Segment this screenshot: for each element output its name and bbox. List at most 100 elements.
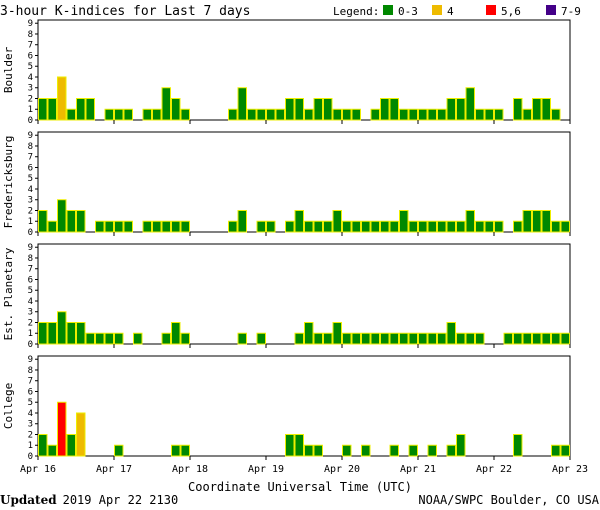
k-index-bar xyxy=(551,444,561,457)
k-index-bar xyxy=(95,220,105,233)
k-index-bar xyxy=(551,108,561,121)
legend-swatch-3 xyxy=(546,5,556,15)
k-index-bar xyxy=(285,97,295,121)
y-tick-label: 2 xyxy=(28,430,33,440)
k-index-bar xyxy=(47,321,57,345)
k-index-bar xyxy=(313,332,323,345)
k-index-bar xyxy=(85,332,95,345)
y-tick-label: 6 xyxy=(28,387,33,397)
station-name: Fredericksburg xyxy=(2,136,15,229)
k-index-bar xyxy=(560,444,570,457)
chart-title: 3-hour K-indices for Last 7 days xyxy=(0,4,250,19)
y-tick-label: 5 xyxy=(28,398,33,408)
k-index-bar xyxy=(256,108,266,121)
k-index-bar xyxy=(152,108,162,121)
k-index-bar xyxy=(380,332,390,345)
y-tick-label: 7 xyxy=(28,41,33,51)
footer-updated: Updated 2019 Apr 22 2130 xyxy=(0,493,178,507)
k-index-bar xyxy=(142,108,152,121)
k-index-bar xyxy=(57,76,67,121)
k-index-bar xyxy=(513,97,523,121)
k-index-bar xyxy=(513,332,523,345)
k-index-bar xyxy=(114,220,124,233)
k-index-bar xyxy=(38,321,48,345)
k-index-bar xyxy=(551,220,561,233)
k-index-bar xyxy=(408,332,418,345)
station-name: Boulder xyxy=(2,46,15,93)
k-index-bar xyxy=(114,108,124,121)
k-index-bar xyxy=(332,108,342,121)
y-tick-label: 4 xyxy=(28,73,33,83)
k-index-bar xyxy=(104,332,114,345)
legend-swatch-2 xyxy=(486,5,496,15)
k-index-bar xyxy=(76,97,86,121)
x-axis-label: Coordinate Universal Time (UTC) xyxy=(188,480,412,494)
k-index-bar xyxy=(456,220,466,233)
k-index-bar xyxy=(228,220,238,233)
k-index-bar xyxy=(522,108,532,121)
k-index-bar xyxy=(342,332,352,345)
y-tick-label: 3 xyxy=(28,420,33,430)
k-index-bar xyxy=(560,332,570,345)
k-index-bar xyxy=(427,444,437,457)
k-index-bar xyxy=(180,220,190,233)
k-index-bar xyxy=(228,108,238,121)
y-tick-label: 9 xyxy=(28,19,33,29)
k-index-bar xyxy=(513,220,523,233)
k-index-bar xyxy=(446,97,456,121)
k-index-bar xyxy=(380,97,390,121)
legend-swatch-1 xyxy=(432,5,442,15)
k-index-bar xyxy=(522,209,532,233)
k-index-bar xyxy=(304,220,314,233)
k-index-bar xyxy=(446,220,456,233)
footer-source: NOAA/SWPC Boulder, CO USA xyxy=(418,493,599,507)
k-index-bar xyxy=(361,220,371,233)
footer-updated-value: 2019 Apr 22 2130 xyxy=(63,493,179,507)
k-index-bar xyxy=(370,332,380,345)
k-index-bar xyxy=(114,332,124,345)
k-index-bar xyxy=(304,321,314,345)
k-index-bar xyxy=(142,220,152,233)
k-index-bar xyxy=(57,199,67,233)
x-tick-label: Apr 17 xyxy=(96,464,132,475)
k-index-bar xyxy=(171,444,181,457)
k-index-bar xyxy=(47,97,57,121)
y-tick-label: 3 xyxy=(28,84,33,94)
k-index-bar xyxy=(465,87,475,121)
k-index-bar xyxy=(541,332,551,345)
k-index-bar xyxy=(266,220,276,233)
legend-label-1: 4 xyxy=(447,5,454,18)
k-index-bar xyxy=(323,332,333,345)
k-index-bar xyxy=(522,332,532,345)
k-index-bar xyxy=(418,220,428,233)
legend: 0-3 4 5,6 7-9 xyxy=(383,5,581,18)
legend-title: Legend: xyxy=(333,5,379,18)
k-index-bar xyxy=(456,433,466,457)
k-index-bar xyxy=(427,220,437,233)
x-axis-ticks: Apr 16 Apr 17 Apr 18 Apr 19 Apr 20 Apr 21 Apr … xyxy=(20,464,588,475)
k-index-bar xyxy=(304,444,314,457)
k-index-bar xyxy=(266,108,276,121)
k-index-bar xyxy=(104,108,114,121)
x-tick-label: Apr 23 xyxy=(552,464,588,475)
k-index-bar xyxy=(351,332,361,345)
k-index-bar xyxy=(446,321,456,345)
k-index-bar xyxy=(323,97,333,121)
k-index-bar xyxy=(342,220,352,233)
k-index-bar xyxy=(370,108,380,121)
y-tick-label: 0 xyxy=(28,228,33,238)
k-index-bar xyxy=(294,332,304,345)
k-index-bar xyxy=(180,332,190,345)
k-index-bar xyxy=(532,97,542,121)
k-index-bar xyxy=(66,108,76,121)
y-tick-label: 3 xyxy=(28,196,33,206)
k-index-bar xyxy=(389,220,399,233)
k-index-bar xyxy=(399,209,409,233)
k-index-bar xyxy=(285,433,295,457)
y-tick-label: 2 xyxy=(28,94,33,104)
k-index-bar xyxy=(332,321,342,345)
k-index-bar xyxy=(437,332,447,345)
y-tick-label: 8 xyxy=(28,254,33,264)
